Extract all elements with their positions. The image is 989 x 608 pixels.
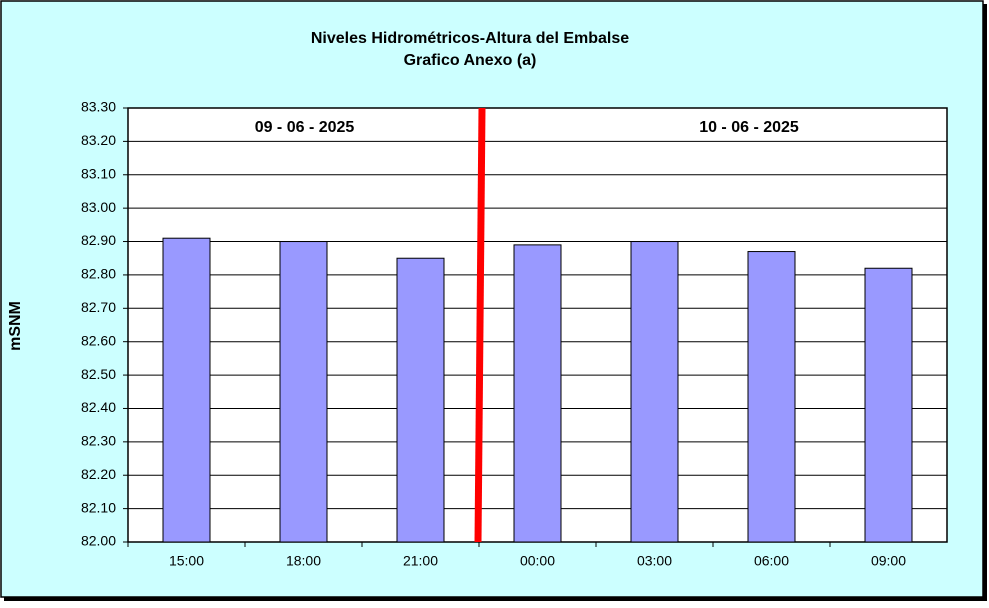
y-tick-label: 83.10	[81, 165, 116, 181]
y-tick-label: 82.70	[81, 299, 116, 315]
annotation: 10 - 06 - 2025	[699, 119, 799, 136]
bar	[747, 251, 796, 543]
y-tick-label: 82.00	[81, 533, 116, 549]
chart-title: Niveles Hidrométricos-Altura del Embalse	[311, 30, 629, 47]
x-tick-label: 21:00	[403, 553, 438, 569]
y-tick-label: 82.40	[81, 399, 116, 415]
x-tick-label: 15:00	[169, 553, 204, 569]
annotation: 09 - 06 - 2025	[255, 119, 355, 136]
x-tick-label: 03:00	[637, 553, 672, 569]
y-axis-label: mSNM	[7, 301, 24, 351]
y-tick-label: 82.50	[81, 366, 116, 382]
day-divider	[474, 107, 486, 543]
y-tick-label: 82.80	[81, 266, 116, 282]
y-tick-label: 82.20	[81, 466, 116, 482]
y-tick-label: 82.30	[81, 433, 116, 449]
bar	[396, 257, 445, 543]
y-tick-label: 83.30	[81, 99, 116, 115]
bar	[513, 244, 562, 543]
y-tick-label: 82.90	[81, 232, 116, 248]
x-tick-label: 18:00	[286, 553, 321, 569]
bar	[630, 241, 679, 543]
bar	[162, 237, 211, 543]
y-tick-label: 82.60	[81, 332, 116, 348]
bar	[864, 267, 913, 543]
y-tick-label: 82.10	[81, 499, 116, 515]
bar	[279, 241, 328, 543]
x-tick-label: 09:00	[871, 553, 906, 569]
y-tick-label: 83.00	[81, 199, 116, 215]
chart-subtitle: Grafico Anexo (a)	[404, 52, 537, 69]
x-tick-label: 00:00	[520, 553, 555, 569]
x-tick-label: 06:00	[754, 553, 789, 569]
y-tick-label: 83.20	[81, 132, 116, 148]
